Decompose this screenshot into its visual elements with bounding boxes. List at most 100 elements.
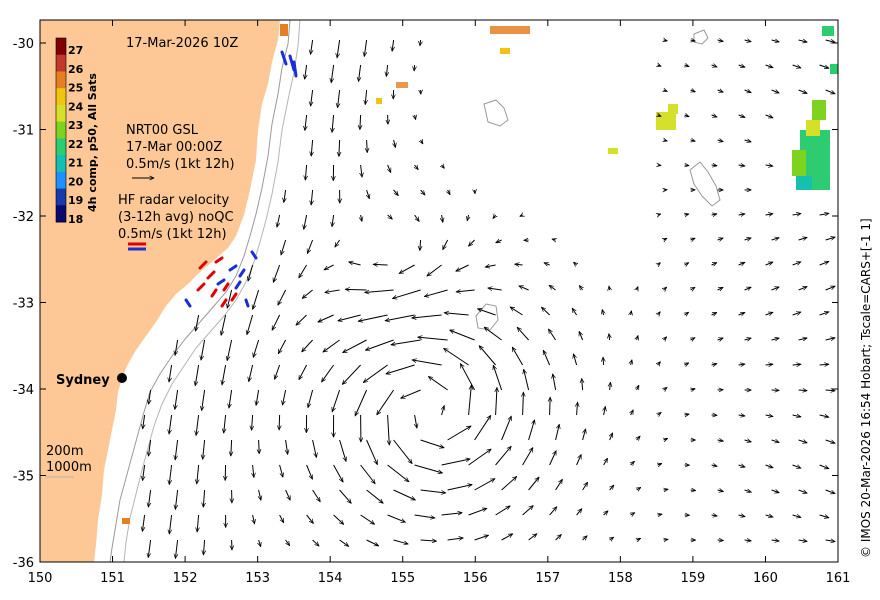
velocity-arrow (717, 40, 724, 41)
colorbar-tick-label: 27 (68, 44, 83, 57)
velocity-arrow (664, 387, 667, 390)
colorbar-title: 4h comp, p50, All Sats (86, 73, 99, 212)
velocity-arrow (572, 308, 578, 316)
colorbar-segment (56, 155, 66, 173)
velocity-arrow (765, 214, 773, 215)
velocity-arrow (456, 290, 475, 292)
velocity-arrow (311, 139, 312, 156)
velocity-arrow (306, 514, 314, 523)
velocity-arrow (456, 264, 469, 272)
velocity-arrow (685, 214, 689, 215)
velocity-arrow (798, 390, 808, 391)
velocity-arrow (322, 364, 335, 382)
velocity-arrow (765, 515, 773, 517)
velocity-arrow (658, 312, 661, 315)
velocity-arrow (339, 489, 352, 503)
velocity-arrow (393, 539, 409, 544)
velocity-arrow (744, 286, 752, 290)
velocity-arrow (691, 140, 696, 141)
velocity-arrow (284, 189, 286, 202)
y-tick-label: -32 (13, 210, 34, 225)
velocity-arrow (354, 389, 368, 416)
velocity-arrow (637, 385, 640, 391)
velocity-arrow (631, 512, 635, 515)
velocity-arrow (825, 390, 835, 391)
velocity-arrow (495, 506, 511, 516)
colorbar-tick-label: 23 (68, 119, 83, 132)
velocity-arrow (528, 420, 535, 441)
velocity-arrow (338, 314, 361, 321)
velocity-arrow (771, 90, 780, 93)
hf-line1: HF radar velocity (118, 193, 230, 208)
velocity-arrow (420, 540, 437, 541)
velocity-arrow (203, 489, 204, 507)
velocity-arrow (658, 65, 661, 66)
velocity-arrow (711, 65, 717, 67)
velocity-arrow (386, 64, 387, 76)
velocity-arrow (196, 414, 200, 435)
velocity-arrow (175, 439, 179, 460)
velocity-arrow (222, 364, 227, 385)
velocity-arrow (339, 139, 340, 156)
velocity-arrow (493, 365, 503, 391)
velocity-arrow (819, 261, 829, 266)
colorbar-tick-label: 22 (68, 138, 83, 151)
velocity-arrow (282, 389, 287, 405)
velocity-arrow (664, 140, 668, 141)
velocity-arrow (658, 463, 662, 465)
y-tick-label: -30 (13, 37, 34, 52)
velocity-arrow (393, 439, 413, 464)
velocity-arrow (175, 339, 179, 355)
velocity-arrow (474, 478, 495, 491)
velocity-arrow (819, 312, 829, 316)
velocity-arrow (332, 114, 334, 132)
velocity-arrow (765, 415, 773, 417)
colorbar-frame (55, 37, 67, 223)
velocity-arrow (744, 338, 752, 340)
x-tick-label: 156 (463, 571, 488, 586)
velocity-arrow (717, 440, 724, 441)
velocity-arrow (361, 164, 362, 177)
velocity-arrow (447, 485, 473, 491)
velocity-arrow (277, 289, 287, 305)
velocity-arrow (555, 479, 563, 491)
velocity-arrow (358, 314, 388, 321)
velocity-arrow (427, 264, 442, 276)
velocity-arrow (664, 237, 667, 240)
velocity-arrow (555, 534, 562, 541)
velocity-arrow (765, 262, 773, 265)
velocity-arrow (304, 214, 308, 229)
velocity-arrow (658, 412, 662, 415)
colorbar-tick-label: 26 (68, 63, 84, 76)
velocity-arrow (771, 490, 780, 493)
velocity-arrow (738, 115, 745, 117)
velocity-arrow (501, 476, 517, 491)
velocity-arrow (393, 489, 416, 501)
velocity-arrow (685, 312, 689, 315)
velocity-arrow (792, 312, 801, 315)
velocity-arrow (366, 439, 378, 465)
gsl-velocity-arrows (142, 40, 835, 558)
velocity-arrow (549, 507, 557, 516)
colorbar-segment (56, 71, 66, 89)
velocity-arrow (442, 165, 445, 168)
velocity-arrow (825, 439, 835, 443)
velocity-arrow (332, 214, 334, 227)
hf-line2: (3-12h avg) noQC (118, 210, 234, 225)
velocity-arrow (307, 239, 314, 253)
velocity-arrow (664, 40, 668, 41)
velocity-arrow (332, 389, 341, 412)
velocity-arrow (520, 215, 523, 217)
velocity-arrow (421, 140, 423, 144)
velocity-arrow (312, 439, 317, 457)
velocity-arrow (367, 139, 368, 153)
velocity-arrow (576, 509, 582, 516)
velocity-arrow (335, 239, 341, 247)
velocity-arrow (711, 312, 717, 315)
velocity-arrow (637, 538, 641, 540)
x-tick-label: 151 (100, 571, 125, 586)
velocity-arrow (658, 214, 661, 215)
colorbar-tick-label: 25 (68, 82, 83, 95)
velocity-arrow (658, 263, 661, 265)
